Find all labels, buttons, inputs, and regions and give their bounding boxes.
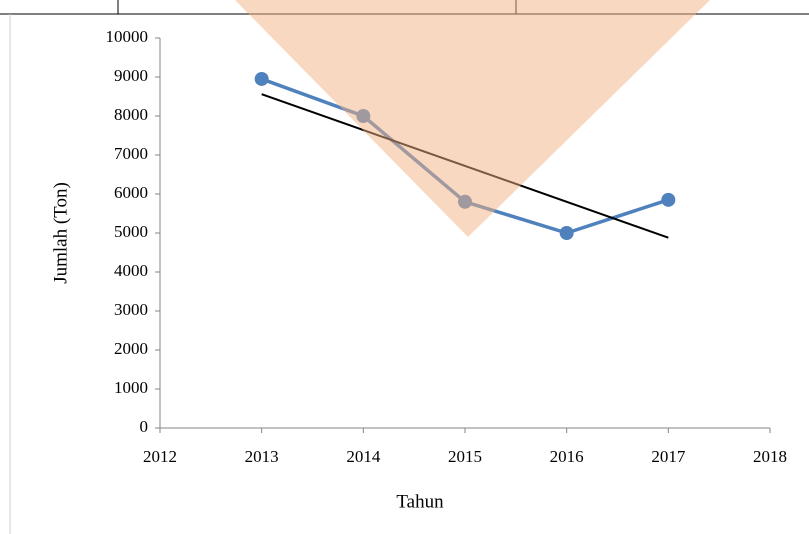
y-tick-label: 1000 <box>114 378 148 397</box>
y-tick-label: 4000 <box>114 261 148 280</box>
x-tick-label: 2014 <box>346 447 381 466</box>
x-tick-label: 2013 <box>245 447 279 466</box>
x-axis-label: Tahun <box>396 491 444 512</box>
x-tick-label: 2017 <box>651 447 686 466</box>
y-tick-label: 6000 <box>114 183 148 202</box>
x-tick-label: 2018 <box>753 447 787 466</box>
y-tick-label: 9000 <box>114 66 148 85</box>
x-tick-label: 2015 <box>448 447 482 466</box>
y-tick-label: 3000 <box>114 300 148 319</box>
y-tick-label: 2000 <box>114 339 148 358</box>
data-point <box>661 192 676 207</box>
y-tick-label: 5000 <box>114 222 148 241</box>
y-axis-label: Jumlah (Ton) <box>50 182 71 284</box>
x-tick-label: 2016 <box>550 447 584 466</box>
y-tick-label: 0 <box>140 417 149 436</box>
y-tick-label: 10000 <box>106 27 149 46</box>
data-point <box>559 226 574 240</box>
overlay-shape <box>235 0 710 237</box>
y-tick-label: 7000 <box>114 144 148 163</box>
y-tick-label: 8000 <box>114 105 148 124</box>
data-point <box>254 71 269 86</box>
x-tick-label: 2012 <box>143 447 177 466</box>
